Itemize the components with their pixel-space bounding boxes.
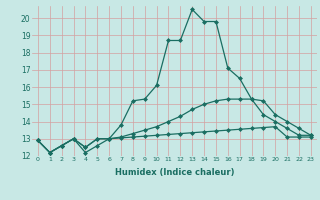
X-axis label: Humidex (Indice chaleur): Humidex (Indice chaleur)	[115, 168, 234, 177]
